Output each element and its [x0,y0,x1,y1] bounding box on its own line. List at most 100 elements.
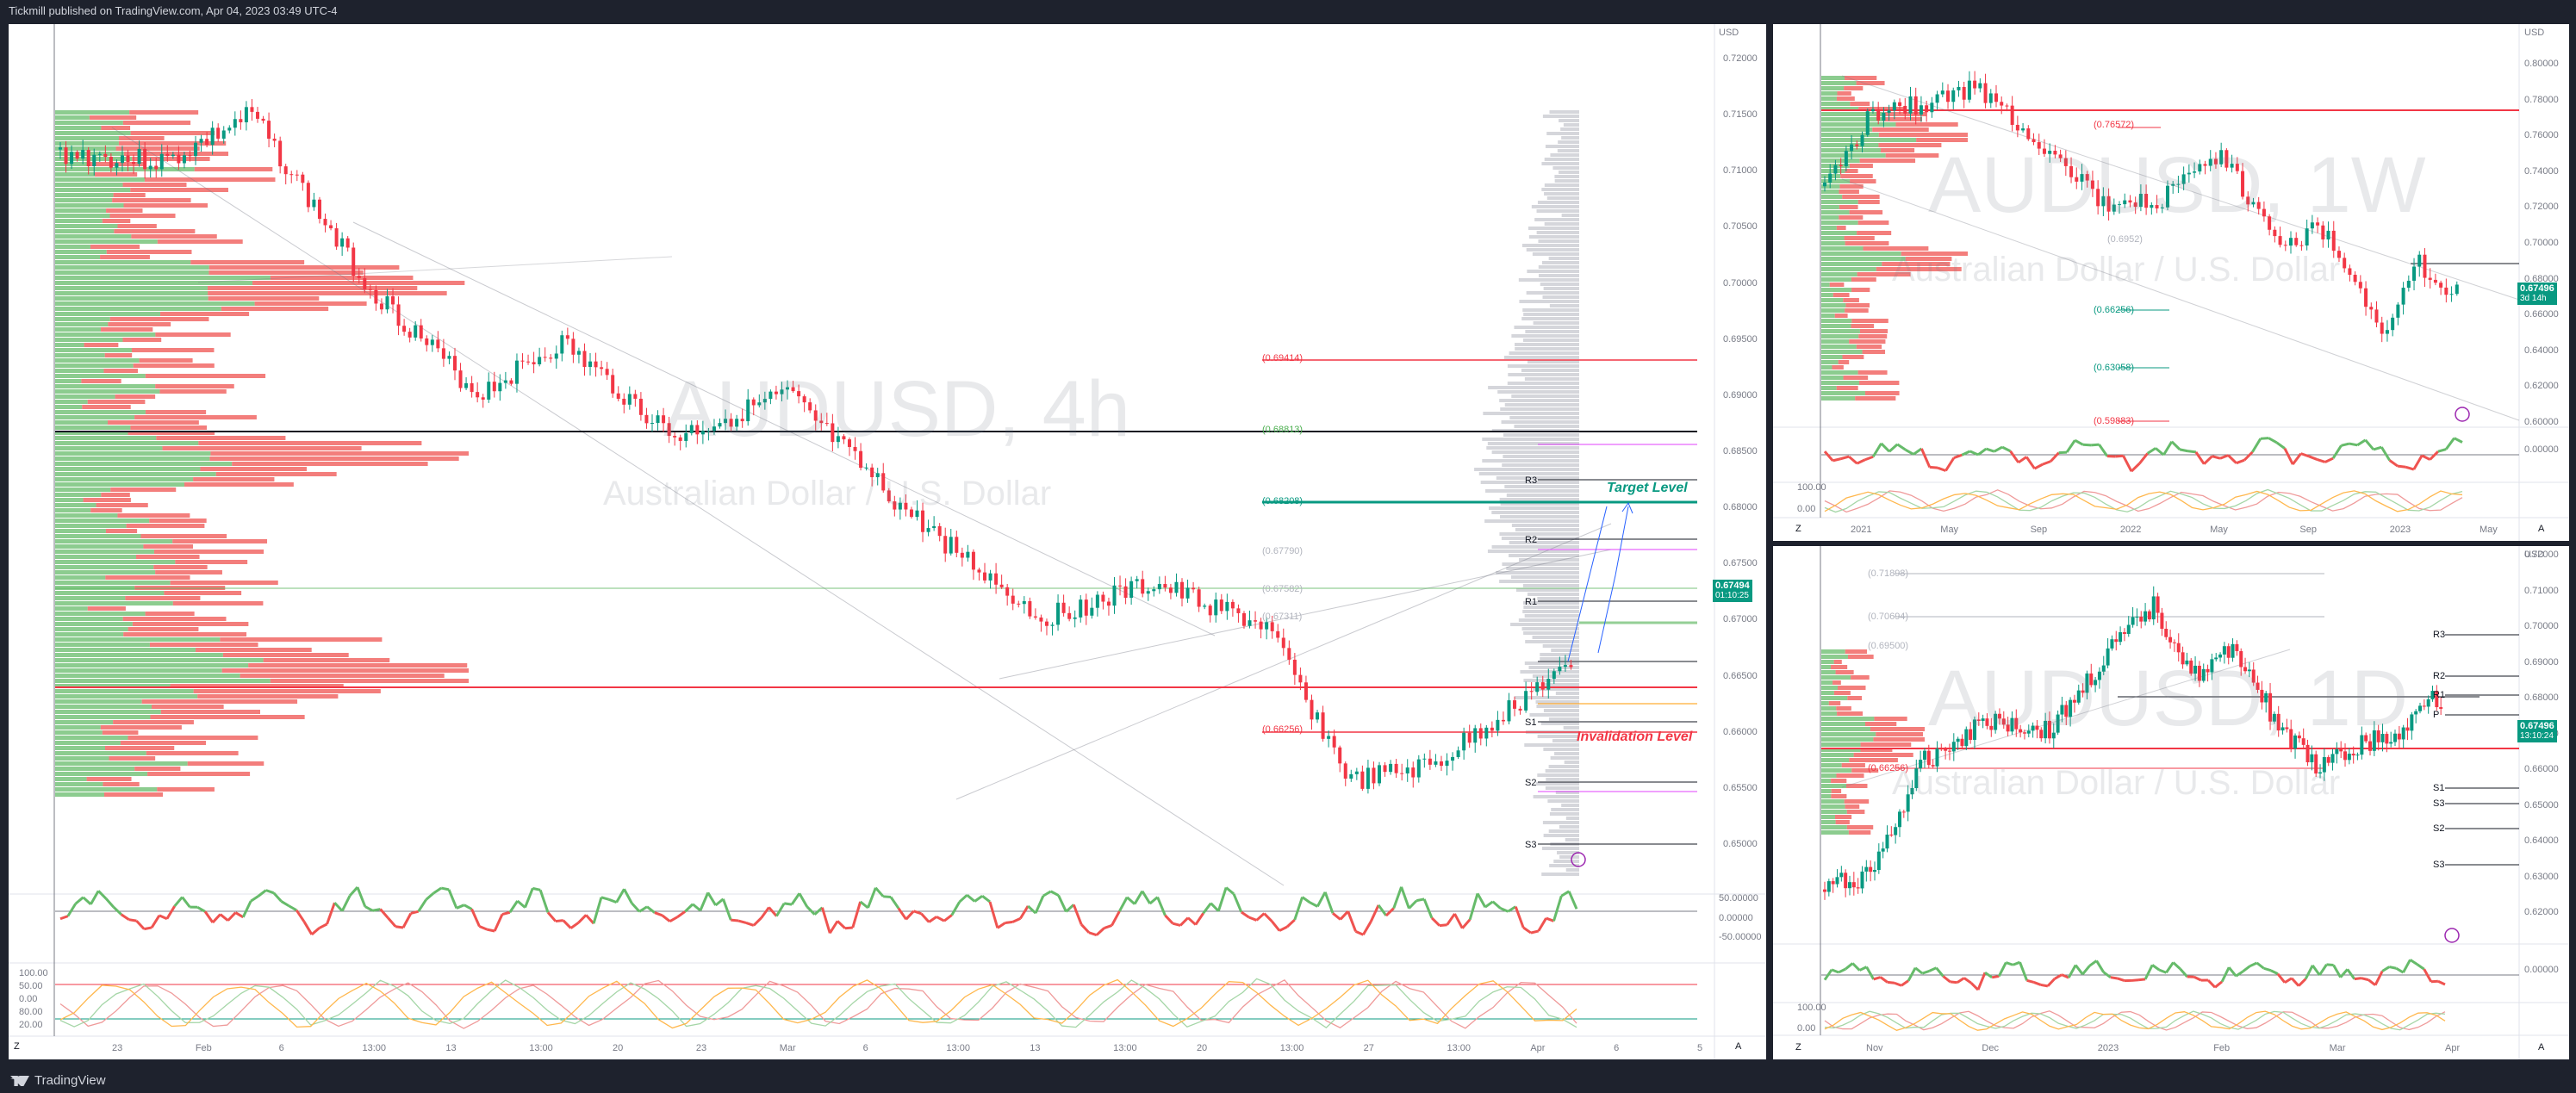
main-osc-seg [655,913,663,916]
weekly-chart-panel[interactable]: AUDUSD, 1W Australian Dollar / U.S. Doll… [1773,24,2569,541]
main-osc-seg [990,902,998,928]
daily-chart-panel[interactable]: AUDUSD, 1D Australian Dollar / U.S. Doll… [1773,546,2569,1059]
daily-candle [2164,629,2168,637]
main-candle [1056,603,1060,625]
daily-vp-up [1821,779,1831,783]
daily-osc-seg [2292,978,2299,986]
weekly-candle [2412,267,2416,281]
weekly-vp-down [1837,96,1855,101]
weekly-vp-down [1850,164,1873,168]
main-vp-up [55,606,88,611]
main-vp-down [146,612,195,616]
weekly-osc-seg [1986,449,1994,451]
main-vp-down [210,451,469,456]
main-candle [1000,585,1004,587]
main-candle [1519,709,1522,711]
main-vp-up [55,761,188,766]
main-session-volume-bar [1543,295,1579,299]
weekly-vp-up [1821,252,1901,256]
daily-vp-down [1835,815,1851,819]
main-vp-up [55,425,130,430]
daily-a-button[interactable]: A [2538,1042,2544,1053]
main-session-volume-bar [1540,283,1579,286]
main-session-volume-bar [1499,399,1579,402]
daily-price-tick-3: 0.69000 [2524,657,2559,668]
main-chart-canvas[interactable] [9,24,1766,1059]
main-osc-seg [639,907,647,912]
daily-osc-seg [1874,978,1881,979]
main-vp-down [163,446,362,450]
main-session-volume-bar [1485,489,1579,493]
main-osc-seg [320,924,327,928]
main-vp-up [55,389,159,394]
main-session-volume-bar [1559,825,1579,829]
weekly-level-label-1: (0.76572) [2094,120,2134,130]
main-vp-up [55,312,160,316]
daily-osc-seg [2257,963,2264,968]
main-vp-down [114,193,146,197]
main-vp-up [55,488,110,492]
main-session-volume-bar [1482,438,1579,441]
weekly-osc-seg [2083,444,2091,445]
daily-osc-seg [2006,963,2013,966]
main-osc-seg [921,914,929,922]
daily-candle [2119,632,2122,642]
weekly-osc-seg [1921,449,1929,467]
daily-z-button[interactable]: Z [1795,1042,1801,1053]
daily-osc-seg [2403,959,2410,972]
main-vp-down [156,436,285,440]
weekly-osc-seg [1857,460,1864,463]
main-candle [425,338,428,345]
daily-vp-down [1874,717,1907,721]
daily-symbol-watermark: AUDUSD, 1D [1928,654,2408,744]
main-osc-seg [129,920,137,921]
main-z-button[interactable]: Z [14,1041,20,1052]
main-session-volume-bar [1488,550,1579,553]
main-candle [961,553,964,558]
main-session-volume-bar [1543,115,1579,118]
main-session-volume-bar [1519,618,1579,622]
weekly-price-tick-7: 0.66000 [2524,309,2559,320]
daily-chart-canvas[interactable] [1773,546,2569,1059]
main-osc-seg [967,895,974,901]
main-session-volume-bar [1536,782,1579,786]
main-session-volume-bar [1537,773,1579,777]
main-vp-down [209,265,400,270]
main-a-button[interactable]: A [1735,1041,1741,1052]
main-candle [1496,720,1499,731]
main-osc-seg [1356,931,1364,935]
daily-osc-seg [2097,960,2104,972]
weekly-price-tick-5: 0.70000 [2524,238,2559,248]
main-session-volume-bar [1543,748,1579,751]
main-osc-seg [152,916,159,928]
main-candle [1440,761,1443,766]
main-candle [1417,760,1421,778]
main-candle [227,127,231,130]
main-vp-up [55,338,122,342]
weekly-osc-seg [2075,440,2082,444]
daily-vp-up [1821,758,1849,762]
main-time-tick-15: 27 [1364,1043,1374,1053]
main-vp-down [264,658,390,662]
level-label-2: (0.68813) [1262,425,1303,435]
main-osc-seg [1386,908,1394,916]
tradingview-logo[interactable]: TradingView [10,1068,106,1093]
main-stoch-tick-1: 50.00 [19,981,43,991]
main-candle [1276,631,1279,638]
weekly-candle [2354,275,2357,282]
main-vp-up [55,410,146,414]
main-session-volume-bar [1525,377,1579,381]
main-candle [109,157,113,168]
main-chart-panel[interactable]: AUDUSD, 4h Australian Dollar / U.S. Doll… [9,24,1766,1059]
main-candle [600,367,603,369]
daily-pivot-s4: S3 [2433,860,2444,870]
main-session-volume-bar [1528,593,1579,596]
weekly-vp-up [1821,117,1883,121]
daily-pivot-s3: S2 [2433,823,2444,834]
weekly-z-button[interactable]: Z [1795,524,1801,534]
main-candle [273,139,277,140]
weekly-a-button[interactable]: A [2538,524,2544,534]
main-vp-down [198,441,421,445]
daily-candle [2144,612,2147,622]
main-vp-down [197,694,338,699]
